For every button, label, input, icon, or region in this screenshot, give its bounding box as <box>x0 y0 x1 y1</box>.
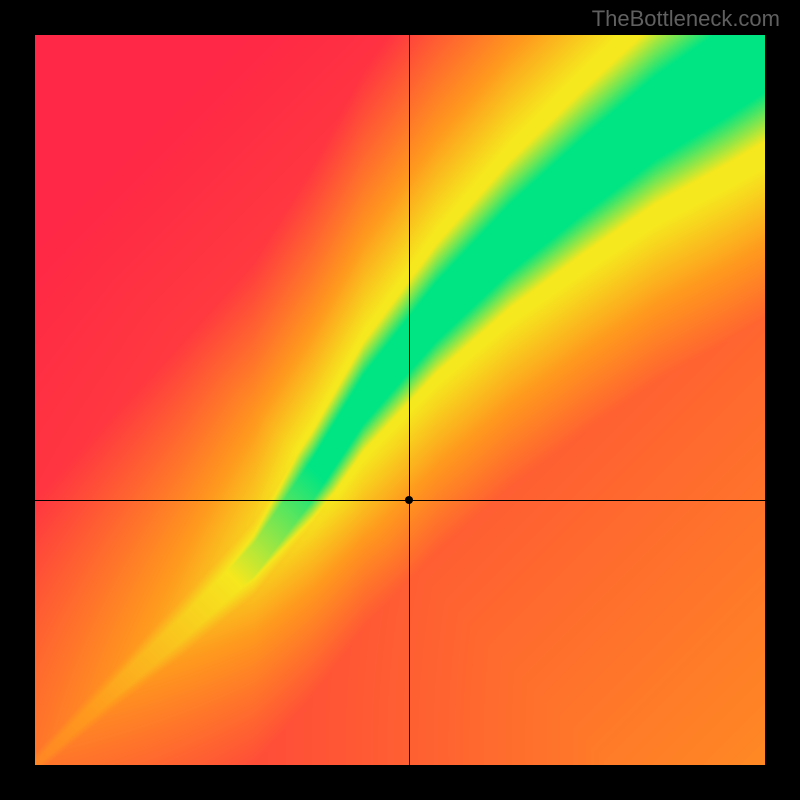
heatmap-canvas <box>35 35 765 765</box>
crosshair-vertical <box>409 35 410 765</box>
marker-dot <box>405 496 413 504</box>
plot-area <box>35 35 765 765</box>
crosshair-horizontal <box>35 500 765 501</box>
chart-container: TheBottleneck.com <box>0 0 800 800</box>
watermark-text: TheBottleneck.com <box>592 6 780 32</box>
